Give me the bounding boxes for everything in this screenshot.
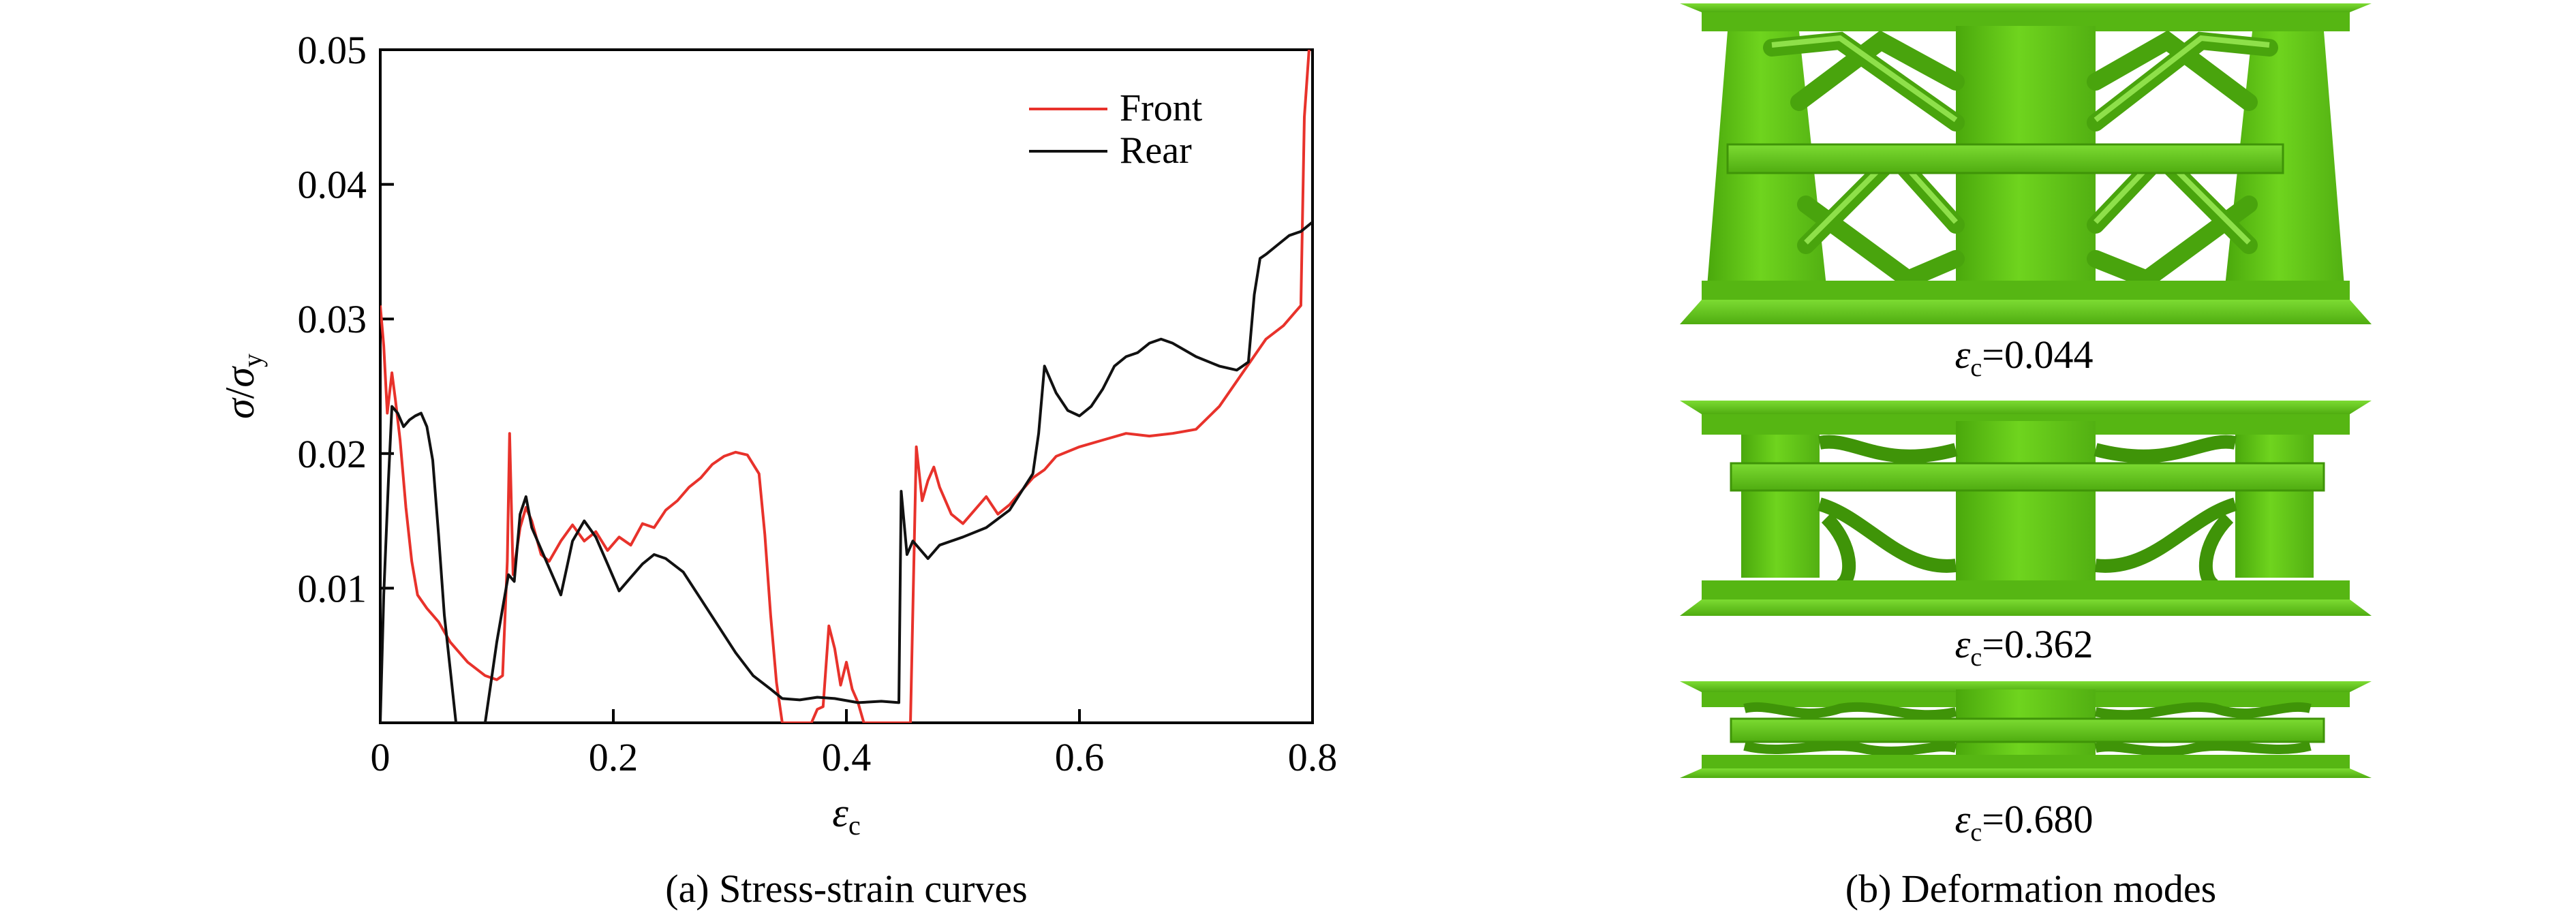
y-axis-label-slash: / [217,387,262,399]
mode-label-3: εc=0.680 [1955,797,2094,847]
legend-label-rear: Rear [1120,129,1192,172]
bottom-plate-rim [1702,580,2350,599]
right-pillar [2225,31,2344,286]
mode-label-1-sub: c [1970,354,1982,382]
y-tick-label: 0.01 [298,566,367,610]
x-tick-label: 0.8 [1288,735,1338,779]
legend-label-front: Front [1120,87,1203,129]
x-axis-label-sub: c [848,810,861,841]
legend: Front Rear [1029,87,1203,172]
mode-label-2: εc=0.362 [1955,622,2094,672]
x-tick-label: 0.6 [1055,735,1105,779]
deformation-image-1: εc=0.044 [1680,3,2372,382]
bottom-plate-rim [1702,281,2350,300]
mode-label-2-value: =0.362 [1982,622,2093,666]
y-axis-label-den-sub: y [237,354,268,367]
mode-label-1: εc=0.044 [1955,332,2094,382]
right-pillar [2235,435,2314,578]
series-line-rear [380,221,1313,723]
bottom-plate [1680,599,2372,616]
caption-a: (a) Stress-strain curves [665,867,1028,911]
caption-b: (b) Deformation modes [1845,867,2216,911]
x-tick-label: 0.2 [589,735,639,779]
mode-label-3-eps: ε [1955,797,1971,841]
mode-label-3-sub: c [1970,818,1982,847]
deformation-image-3: εc=0.680 [1680,681,2372,847]
top-plate [1680,3,2372,12]
y-tick-label: 0.02 [298,432,367,476]
y-tick-label: 0.03 [298,297,367,341]
series-layer [380,50,1313,723]
y-tick-label: 0.05 [298,28,367,72]
mode-label-1-value: =0.044 [1982,332,2093,377]
mode-label-3-value: =0.680 [1982,797,2093,841]
axis-ticks: 0 0.2 0.4 0.6 0.8 0.01 0.02 0.03 0.04 0.05 [298,28,1338,779]
mode-label-2-eps: ε [1955,622,1971,666]
bottom-plate [1680,768,2372,778]
top-plate [1680,681,2372,692]
deformation-modes: εc=0.044 εc=0.362 [1680,3,2372,911]
middle-plate [1730,717,2325,743]
x-axis-label-main: ε [832,790,848,835]
bottom-plate [1680,300,2372,324]
center-block [1956,421,2096,591]
y-axis-label-num: σ [217,397,262,419]
x-tick-label: 0.4 [822,735,872,779]
series-line-front [380,50,1310,723]
stress-strain-chart: 0 0.2 0.4 0.6 0.8 0.01 0.02 0.03 0.04 0.05 Front … [217,28,1337,911]
top-plate [1680,401,2372,414]
deformation-image-2: εc=0.362 [1680,401,2372,672]
lattice-struts [1743,702,2312,756]
mode-label-2-sub: c [1970,643,1982,672]
mode-label-1-eps: ε [1955,332,1971,377]
y-axis-label: σ/σy [217,354,268,419]
left-pillar [1741,435,1820,578]
x-axis-label: εc [832,790,860,841]
middle-plate [1730,462,2325,492]
middle-plate [1726,143,2284,174]
y-tick-label: 0.04 [298,163,367,207]
x-tick-label: 0 [371,735,390,779]
bottom-plate-rim [1702,755,2350,768]
y-axis-label-den: σ [217,366,262,388]
